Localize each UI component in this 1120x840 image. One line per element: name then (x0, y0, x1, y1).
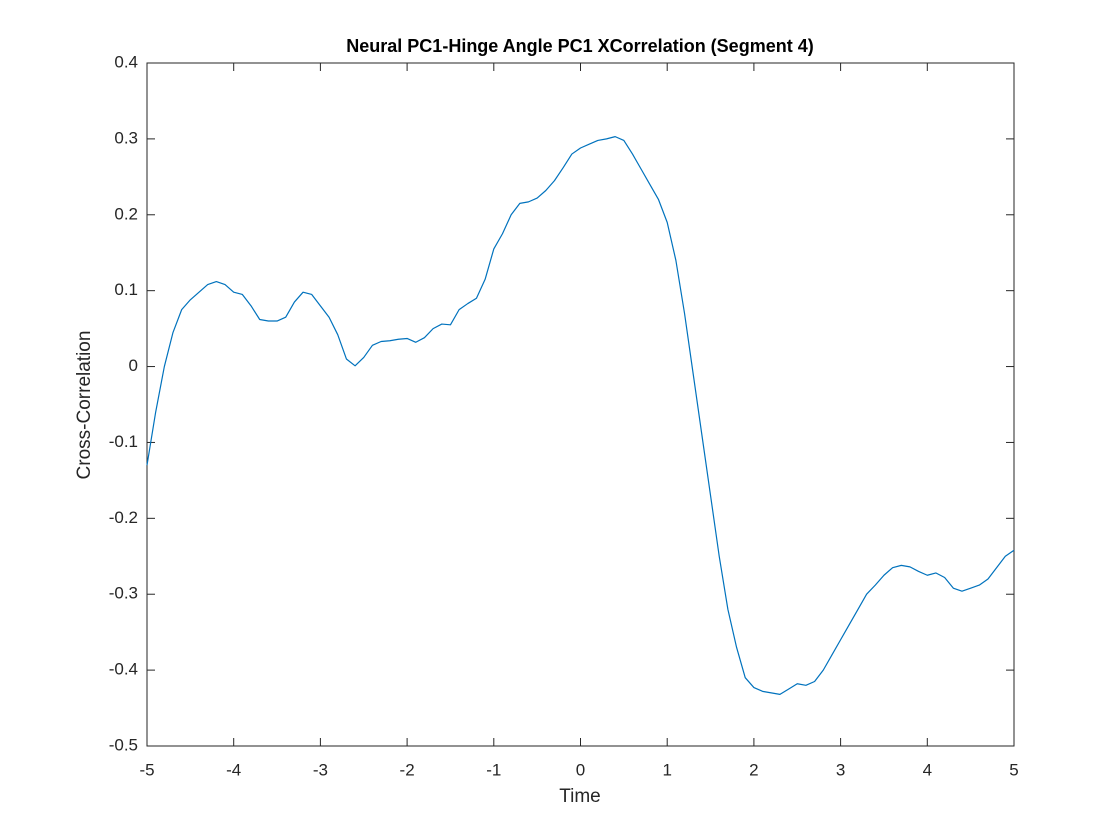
x-tick-label: 2 (749, 760, 758, 779)
x-tick-label: 5 (1009, 760, 1018, 779)
y-tick-label: 0.2 (114, 204, 138, 223)
y-tick-label: -0.4 (109, 660, 138, 679)
x-axis-label: Time (559, 786, 601, 807)
y-tick-label: -0.5 (109, 735, 138, 754)
x-tick-label: 3 (836, 760, 845, 779)
x-tick-label: -1 (486, 760, 501, 779)
y-tick-label: -0.1 (109, 432, 138, 451)
chart-title: Neural PC1-Hinge Angle PC1 XCorrelation … (346, 36, 813, 56)
y-axis-label: Cross-Correlation (74, 331, 95, 480)
x-tick-label: -5 (139, 760, 154, 779)
data-line (146, 136, 1015, 695)
y-tick-label: -0.3 (109, 584, 138, 603)
y-tick-label: 0.1 (114, 280, 138, 299)
x-tick-label: -4 (226, 760, 241, 779)
y-tick-label: -0.2 (109, 508, 138, 527)
axes-box (146, 62, 1015, 747)
x-tick-label: 0 (576, 760, 585, 779)
x-tick-label: 4 (923, 760, 932, 779)
y-tick-label: 0.4 (114, 52, 138, 71)
y-tick-label: 0 (129, 356, 138, 375)
x-tick-label: -2 (400, 760, 415, 779)
x-tick-label: -3 (313, 760, 328, 779)
y-tick-label: 0.3 (114, 128, 138, 147)
x-tick-label: 1 (662, 760, 671, 779)
